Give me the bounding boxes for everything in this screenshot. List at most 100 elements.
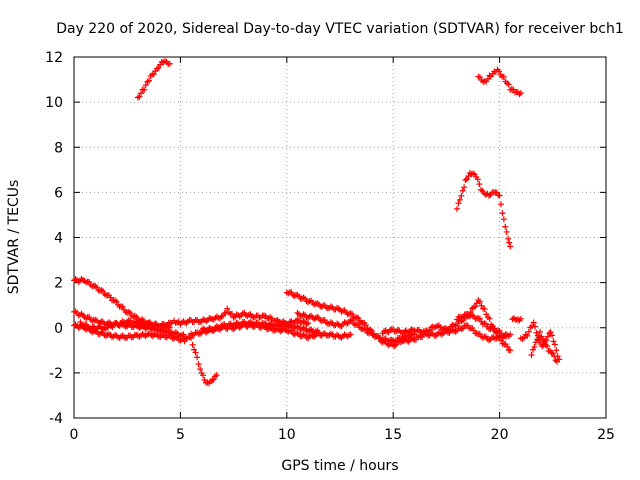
y-tick-label: 2 xyxy=(54,276,63,292)
data-point xyxy=(459,187,466,194)
data-point xyxy=(551,353,558,360)
data-point xyxy=(544,343,551,350)
data-series-arc-5 xyxy=(134,58,173,101)
data-point xyxy=(531,343,538,350)
data-point xyxy=(155,64,162,71)
data-point xyxy=(476,298,483,305)
data-point xyxy=(458,192,465,199)
data-series-arc-6 xyxy=(171,305,312,328)
data-point xyxy=(473,300,480,307)
data-point xyxy=(507,347,514,354)
x-tick-label: 20 xyxy=(491,427,509,443)
data-point xyxy=(166,60,173,67)
data-point xyxy=(530,319,537,326)
data-point xyxy=(481,306,488,313)
y-tick-label: -2 xyxy=(49,366,63,382)
data-point xyxy=(305,320,312,327)
y-tick-label: 4 xyxy=(54,231,63,247)
y-tick-label: 12 xyxy=(45,50,63,66)
y-tick-label: 6 xyxy=(54,185,63,201)
y-tick-label: -4 xyxy=(49,411,63,427)
data-series-arc-8 xyxy=(198,318,322,336)
data-point xyxy=(503,228,510,235)
data-series-arc-14 xyxy=(454,169,514,250)
data-point xyxy=(505,235,512,242)
data-point xyxy=(141,86,148,93)
data-point xyxy=(195,361,202,368)
data-point xyxy=(544,333,551,340)
data-point xyxy=(496,68,503,75)
data-point xyxy=(455,200,462,207)
data-point xyxy=(213,372,220,379)
data-point xyxy=(499,210,506,217)
data-series-arc-11 xyxy=(379,297,514,354)
data-series-arc-1 xyxy=(71,276,173,332)
data-point xyxy=(539,335,546,342)
data-point xyxy=(315,329,322,336)
data-point xyxy=(454,205,461,212)
data-point xyxy=(528,352,535,358)
data-point xyxy=(181,338,188,345)
data-point xyxy=(507,243,514,250)
data-point xyxy=(224,305,231,312)
data-point xyxy=(194,354,201,361)
data-point xyxy=(502,333,509,340)
data-point xyxy=(532,323,539,330)
data-series-arc-10 xyxy=(294,309,418,345)
data-point xyxy=(517,90,524,97)
data-point xyxy=(113,298,120,305)
data-point xyxy=(465,173,472,180)
data-point xyxy=(550,338,557,345)
data-point xyxy=(476,181,483,188)
data-point xyxy=(142,82,149,89)
data-point xyxy=(505,81,512,88)
chart-title: Day 220 of 2020, Sidereal Day-to-day VTE… xyxy=(56,21,624,37)
data-point xyxy=(136,93,143,100)
data-point xyxy=(486,315,493,322)
x-tick-label: 25 xyxy=(597,427,615,443)
data-series-arc-15 xyxy=(475,66,524,98)
data-point xyxy=(554,358,561,365)
data-point xyxy=(484,76,491,83)
y-tick-label: 0 xyxy=(54,321,63,337)
data-point xyxy=(517,315,524,322)
data-point xyxy=(506,239,513,246)
data-point xyxy=(551,341,558,348)
x-axis-title: GPS time / hours xyxy=(281,458,398,474)
data-point xyxy=(210,376,217,383)
data-point xyxy=(500,216,507,223)
data-point xyxy=(498,201,505,208)
data-point xyxy=(504,343,511,350)
data-point xyxy=(521,334,528,341)
data-point xyxy=(502,223,509,230)
data-point xyxy=(146,77,153,84)
data-point xyxy=(347,331,354,338)
data-point xyxy=(461,184,468,191)
data-series-arc-13 xyxy=(454,310,509,340)
x-tick-label: 0 xyxy=(70,427,79,443)
data-point xyxy=(525,328,532,335)
x-tick-label: 15 xyxy=(384,427,402,443)
axis-ticks: 0 5 10 15 20 25 -4 -2 0 2 4 6 8 10 12 xyxy=(45,50,615,443)
x-tick-label: 5 xyxy=(176,427,185,443)
data-point xyxy=(138,90,145,97)
y-axis-title: SDTVAR / TECUs xyxy=(6,180,22,295)
data-point xyxy=(547,329,554,336)
data-point xyxy=(197,366,204,373)
data-point xyxy=(537,328,544,335)
y-tick-label: 8 xyxy=(54,140,63,156)
data-point xyxy=(476,315,483,322)
x-tick-label: 10 xyxy=(278,427,296,443)
data-point xyxy=(189,341,196,348)
data-point xyxy=(192,349,199,356)
data-point xyxy=(472,303,479,310)
data-point xyxy=(507,331,514,338)
data-point xyxy=(200,372,207,379)
y-tick-label: 10 xyxy=(45,95,63,111)
data-series-arc-4 xyxy=(77,317,175,333)
data-point xyxy=(456,196,463,203)
data-point xyxy=(496,192,503,199)
